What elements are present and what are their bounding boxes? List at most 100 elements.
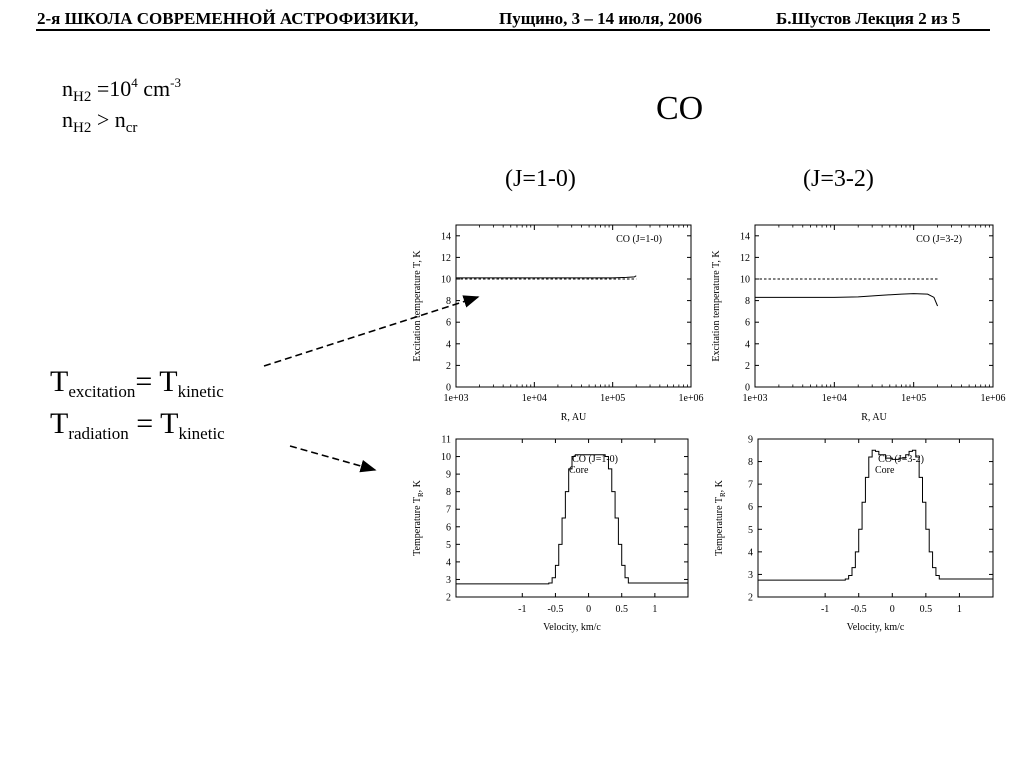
plot-legend-label: CO (J=3-2) <box>916 234 962 245</box>
y-tick-label: 7 <box>446 505 451 516</box>
x-tick-label: 0.5 <box>920 604 933 615</box>
column-heading-j3-2: (J=3-2) <box>803 166 874 192</box>
subscript-radiation: radiation <box>68 424 129 443</box>
equation-radiation: Tradiation = Tkinetic <box>50 407 225 443</box>
lecture-info: Б.Шустов Лекция 2 из 5 <box>776 9 961 28</box>
subscript-kinetic: kinetic <box>177 382 224 401</box>
y-tick-label: 9 <box>446 470 451 481</box>
slide-title: CO <box>656 90 704 127</box>
x-axis-label: R, AU <box>861 412 887 423</box>
y-tick-label: 2 <box>446 593 451 604</box>
x-tick-label: -0.5 <box>548 604 564 615</box>
arrow-to-excitation-plot <box>263 295 480 367</box>
x-tick-label: -0.5 <box>851 604 867 615</box>
y-tick-label: 6 <box>748 502 753 513</box>
y-tick-label: 2 <box>748 593 753 604</box>
unit-exponent: -3 <box>170 75 181 90</box>
place-date: Пущино, 3 – 14 июля, 2006 <box>499 9 703 28</box>
plot-legend-sublabel: Core <box>875 465 895 476</box>
data-series-line <box>758 449 994 581</box>
equation-excitation: Texcitation= Tkinetic <box>50 365 224 401</box>
subscript-cr: cr <box>125 120 138 136</box>
equals-t: = T <box>135 365 178 398</box>
y-tick-label: 0 <box>745 383 750 394</box>
subscript-h2: H2 <box>73 89 92 105</box>
x-tick-label: 1e+03 <box>742 393 767 404</box>
y-tick-label: 14 <box>740 231 750 242</box>
y-tick-label: 4 <box>745 339 750 350</box>
y-tick-label: 12 <box>740 253 750 264</box>
x-tick-label: 1e+05 <box>600 393 625 404</box>
x-tick-label: -1 <box>821 604 829 615</box>
y-axis-label: Temperature TR, K <box>714 479 727 555</box>
symbol-t: T <box>50 365 69 398</box>
x-tick-label: 1e+06 <box>678 393 703 404</box>
plot-legend-label: CO (J=1-0) <box>616 234 662 245</box>
x-axis-label: Velocity, km/c <box>847 622 905 633</box>
density-value: =10 <box>91 76 132 101</box>
x-tick-label: 1e+04 <box>522 393 547 404</box>
y-tick-label: 10 <box>740 275 750 286</box>
x-tick-label: 1e+06 <box>980 393 1005 404</box>
y-tick-label: 10 <box>441 275 451 286</box>
y-tick-label: 8 <box>745 296 750 307</box>
y-tick-label: 2 <box>446 361 451 372</box>
plot-frame <box>754 224 994 388</box>
data-series-line <box>755 293 939 307</box>
x-tick-label: 0 <box>890 604 895 615</box>
y-tick-label: 12 <box>441 253 451 264</box>
y-tick-label: 6 <box>745 318 750 329</box>
y-tick-label: 5 <box>748 525 753 536</box>
x-tick-label: 1e+04 <box>822 393 847 404</box>
y-tick-label: 8 <box>748 457 753 468</box>
y-tick-label: 8 <box>446 487 451 498</box>
plot-legend-label: CO (J=3-2) <box>878 454 924 465</box>
y-tick-label: 11 <box>441 435 451 446</box>
y-tick-label: 5 <box>446 540 451 551</box>
y-tick-label: 8 <box>446 296 451 307</box>
y-axis-label: Temperature TR, K <box>412 479 425 555</box>
density-unit: cm <box>137 76 171 101</box>
y-axis-label: Excitation temperature T, K <box>711 250 722 362</box>
relation: > n <box>91 107 126 132</box>
x-tick-label: 0.5 <box>615 604 628 615</box>
critical-density-condition: nH2 > ncr <box>62 109 137 136</box>
plot-frame <box>455 224 692 388</box>
y-tick-label: 10 <box>441 452 451 463</box>
y-tick-label: 9 <box>748 435 753 446</box>
density-condition: nH2 =104 cm-3 <box>62 76 181 105</box>
header-divider <box>36 29 990 31</box>
subscript-kinetic: kinetic <box>178 424 225 443</box>
y-tick-label: 7 <box>748 480 753 491</box>
plot-legend-label: CO (J=1-0) <box>572 454 618 465</box>
y-tick-label: 4 <box>446 339 451 350</box>
x-tick-label: 1 <box>957 604 962 615</box>
data-series-line <box>456 454 689 585</box>
symbol-n: n <box>62 107 73 132</box>
x-tick-label: 1 <box>652 604 657 615</box>
y-tick-label: 6 <box>446 318 451 329</box>
school-title: 2-я ШКОЛА СОВРЕМЕННОЙ АСТРОФИЗИКИ, <box>37 9 419 28</box>
y-tick-label: 4 <box>748 547 753 558</box>
x-tick-label: -1 <box>518 604 526 615</box>
arrow-to-spectrum-plot <box>289 445 377 473</box>
x-axis-label: R, AU <box>561 412 587 423</box>
x-tick-label: 1e+03 <box>443 393 468 404</box>
y-tick-label: 6 <box>446 522 451 533</box>
x-tick-label: 1e+05 <box>901 393 926 404</box>
x-tick-label: 0 <box>586 604 591 615</box>
symbol-t: T <box>50 407 69 440</box>
y-tick-label: 4 <box>446 557 451 568</box>
plot-legend-sublabel: Core <box>569 465 589 476</box>
plot-frame <box>757 438 994 598</box>
y-tick-label: 14 <box>441 231 451 242</box>
exponent: 4 <box>131 75 138 90</box>
y-tick-label: 3 <box>748 570 753 581</box>
equals-t: = T <box>128 407 179 440</box>
subscript-excitation: excitation <box>68 382 136 401</box>
subscript-h2: H2 <box>73 120 92 136</box>
y-tick-label: 3 <box>446 575 451 586</box>
x-axis-label: Velocity, km/c <box>543 622 601 633</box>
y-tick-label: 0 <box>446 383 451 394</box>
